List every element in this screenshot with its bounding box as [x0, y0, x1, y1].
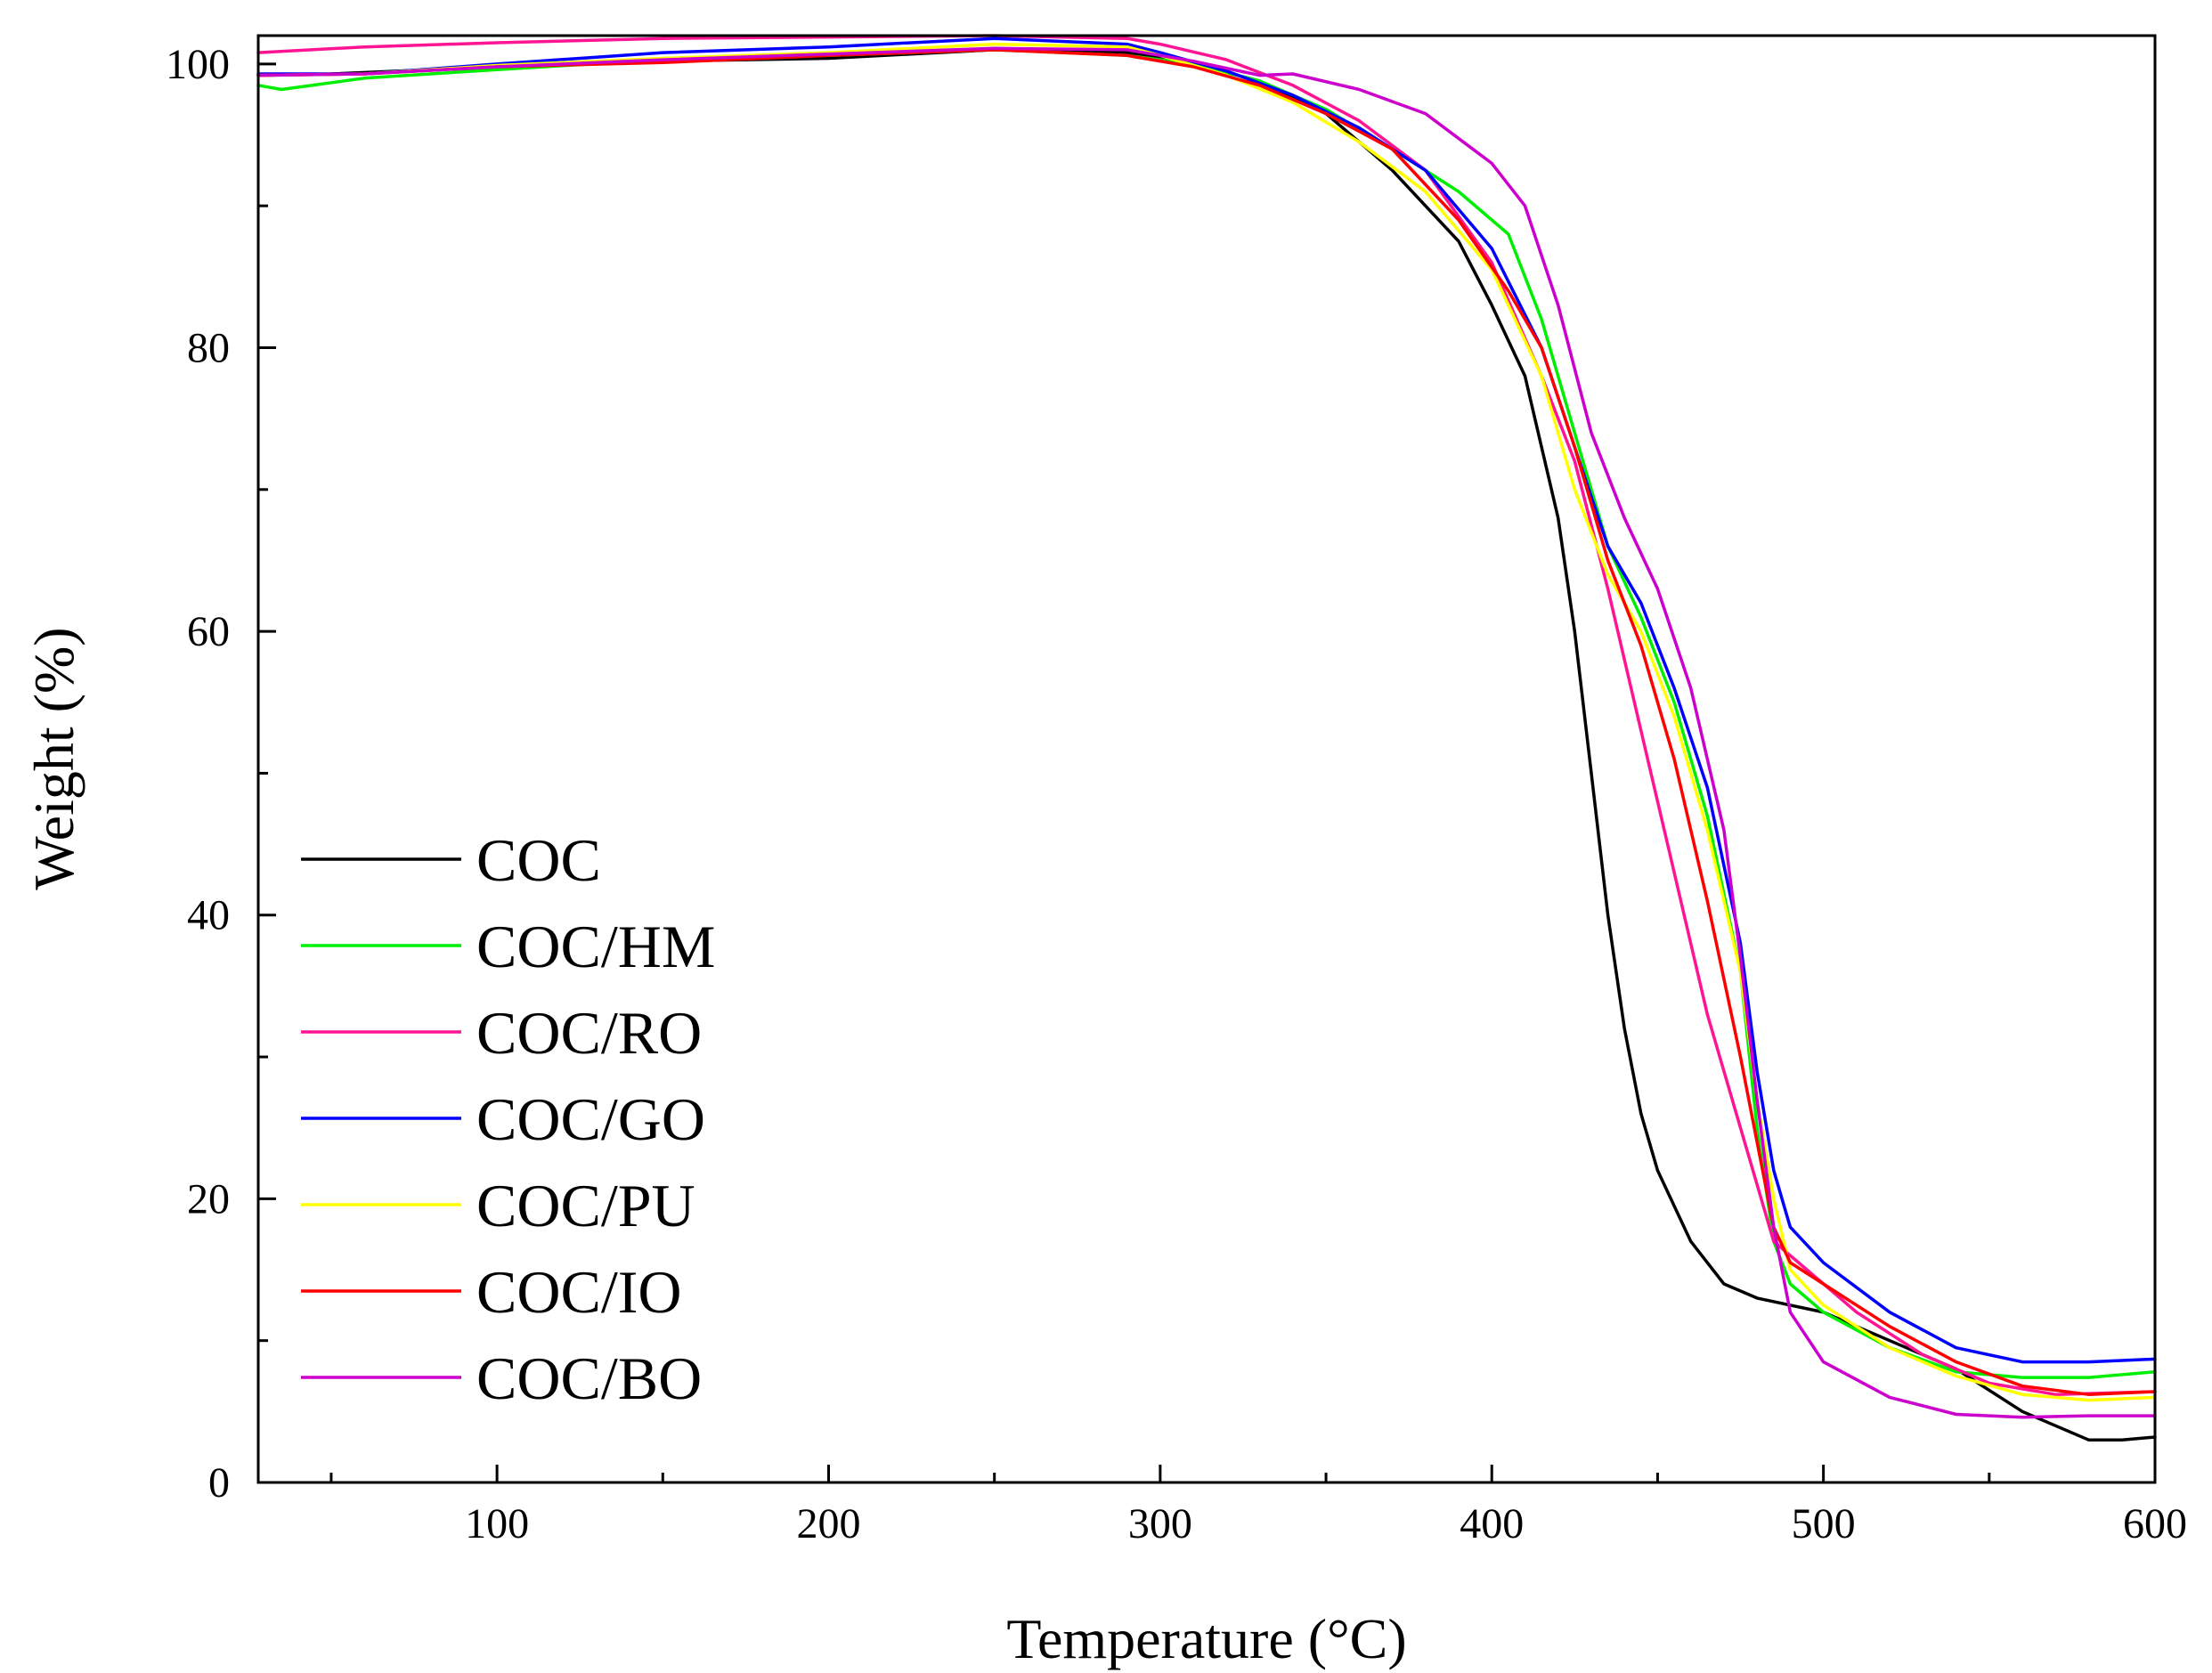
legend-label-coc-ro: COC/RO — [476, 999, 702, 1067]
legend-label-coc: COC — [476, 826, 601, 894]
x-tick-label: 400 — [1460, 1500, 1524, 1547]
plot-area — [258, 36, 2155, 1482]
y-axis-title: Weight (%) — [22, 627, 85, 889]
x-tick-label: 500 — [1792, 1500, 1856, 1547]
y-tick-label: 20 — [187, 1175, 230, 1222]
legend-label-coc-bo: COC/BO — [476, 1344, 702, 1412]
y-tick-label: 80 — [187, 324, 230, 371]
series-line-coc-bo — [256, 46, 2157, 1419]
x-axis-ticks: 100 200 300 400 500 600 — [329, 1465, 2187, 1547]
x-tick-label: 300 — [1128, 1500, 1192, 1547]
y-axis-ticks: 0 20 40 60 80 100 — [166, 41, 276, 1507]
y-tick-label: 60 — [187, 608, 230, 655]
x-tick-label: 600 — [2123, 1500, 2187, 1547]
y-tick-label: 100 — [166, 41, 230, 88]
plot-frame — [256, 34, 2157, 1484]
legend: COC COC/HM COC/RO COC/GO COC/PU COC/IO COC/BO — [301, 826, 715, 1412]
x-axis-title: Temperature (°C) — [1006, 1607, 1406, 1670]
y-tick-label: 40 — [187, 892, 230, 939]
x-tick-label: 100 — [465, 1500, 529, 1547]
legend-label-coc-io: COC/IO — [476, 1258, 681, 1326]
x-tick-label: 200 — [796, 1500, 860, 1547]
legend-label-coc-pu: COC/PU — [476, 1172, 695, 1239]
legend-label-coc-hm: COC/HM — [476, 913, 715, 980]
series-line-coc-pu — [256, 42, 2157, 1402]
legend-label-coc-go: COC/GO — [476, 1085, 705, 1153]
y-tick-label: 0 — [208, 1459, 230, 1507]
